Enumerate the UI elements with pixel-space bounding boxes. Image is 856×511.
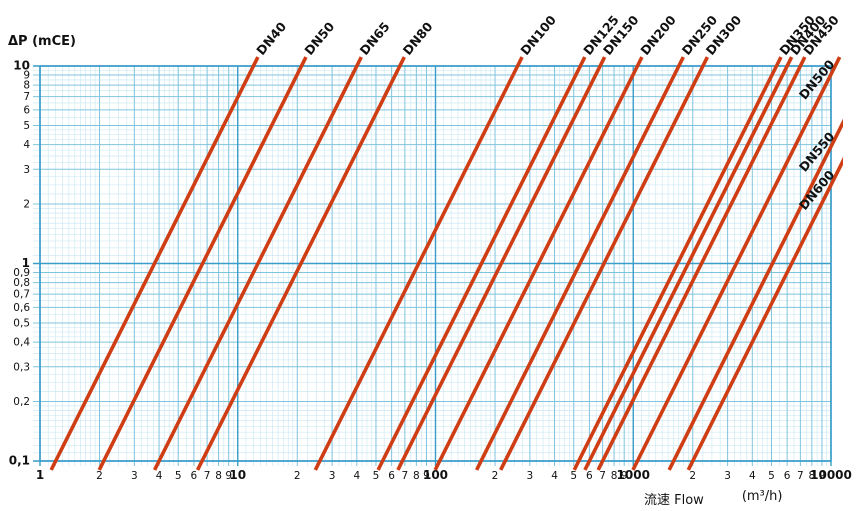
x-tick-label: 4: [353, 470, 360, 482]
x-tick-label: 100: [423, 468, 448, 482]
x-tick-label: 6: [191, 470, 198, 482]
curve-label-DN100: DN100: [517, 12, 559, 58]
x-tick-label: 7: [599, 470, 606, 482]
y-tick-label: 6: [23, 104, 30, 116]
curve-DN350: [572, 56, 783, 471]
y-tick-label: 3: [23, 164, 30, 176]
curve-DN300: [499, 56, 709, 471]
x-tick-label: 7: [797, 470, 804, 482]
y-tick-label: 0,9: [13, 267, 30, 279]
curve-DN50: [97, 56, 308, 471]
curve-DN250: [474, 56, 685, 471]
x-tick-label: 6: [388, 470, 395, 482]
curve-label-DN200: DN200: [637, 12, 679, 58]
x-tick-label: 2: [294, 470, 301, 482]
x-tick-label: 5: [768, 470, 775, 482]
y-tick-label: 8: [23, 80, 30, 92]
x-tick-label: 10000: [810, 468, 852, 482]
x-tick-label: 7: [402, 470, 409, 482]
x-tick-label: 5: [373, 470, 380, 482]
x-tick-label: 10: [229, 468, 246, 482]
y-tick-label: 0,1: [9, 454, 30, 468]
x-tick-label: 4: [156, 470, 163, 482]
x-tick-label: 1000: [617, 468, 650, 482]
y-tick-label: 0,7: [13, 289, 30, 301]
x-tick-label: 3: [724, 470, 731, 482]
curve-DN40: [49, 56, 260, 471]
x-tick-label: 8: [611, 470, 618, 482]
x-tick-label: 6: [586, 470, 593, 482]
y-tick-label: 10: [13, 59, 30, 73]
curve-DN500: [631, 56, 842, 471]
curve-label-DN80: DN80: [400, 19, 436, 58]
y-tick-label: 0,4: [13, 337, 30, 349]
y-tick-label: 0,2: [13, 396, 30, 408]
x-tick-label: 5: [175, 470, 182, 482]
x-axis-unit: (m³/h): [741, 489, 783, 504]
x-tick-label: 4: [551, 470, 558, 482]
x-tick-label: 8: [215, 470, 222, 482]
y-tick-label: 0,3: [13, 361, 30, 373]
curve-DN150: [396, 56, 607, 471]
y-tick-label: 2: [23, 199, 30, 211]
curve-DN125: [376, 56, 587, 471]
y-tick-label: 0,8: [13, 277, 30, 289]
y-tick-label: 7: [23, 91, 30, 103]
x-tick-label: 8: [413, 470, 420, 482]
y-tick-label: 0,6: [13, 302, 30, 314]
x-tick-label: 2: [96, 470, 103, 482]
curve-DN450: [596, 56, 807, 471]
x-tick-label: 8: [808, 470, 815, 482]
x-tick-label: 2: [689, 470, 696, 482]
curve-DN100: [313, 56, 524, 471]
y-tick-label: 9: [23, 70, 30, 82]
x-tick-label: 3: [131, 470, 138, 482]
x-tick-label: 1: [36, 468, 44, 482]
curve-DN200: [433, 56, 644, 471]
curve-label-DN65: DN65: [357, 19, 393, 58]
curves: [49, 56, 843, 471]
x-tick-label: 9: [621, 470, 628, 482]
curve-DN65: [152, 56, 363, 471]
x-tick-label: 5: [570, 470, 577, 482]
y-tick-label: 5: [23, 120, 30, 132]
curve-DN550: [667, 118, 843, 471]
x-tick-label: 9: [819, 470, 826, 482]
x-axis-title: 流速 Flow (m³/h): [644, 489, 782, 508]
y-axis-title: ΔP (mCE): [8, 34, 76, 49]
curve-DN600: [686, 156, 843, 471]
curve-label-DN40: DN40: [253, 19, 289, 58]
plot-border: [39, 65, 832, 462]
x-tick-label: 3: [527, 470, 534, 482]
y-tick-label: 0,5: [13, 317, 30, 329]
x-tick-label: 9: [225, 470, 232, 482]
x-tick-label: 2: [492, 470, 499, 482]
x-tick-label: 6: [784, 470, 791, 482]
y-tick-label: 1: [22, 256, 30, 270]
curve-label-DN50: DN50: [301, 19, 337, 58]
x-tick-label: 4: [749, 470, 756, 482]
y-tick-label: 4: [23, 139, 30, 151]
x-axis-label: 流速 Flow: [644, 493, 704, 508]
curve-DN80: [195, 56, 406, 471]
x-tick-label: 7: [204, 470, 211, 482]
x-tick-label: 9: [423, 470, 430, 482]
curve-DN400: [583, 56, 794, 471]
x-tick-label: 3: [329, 470, 336, 482]
